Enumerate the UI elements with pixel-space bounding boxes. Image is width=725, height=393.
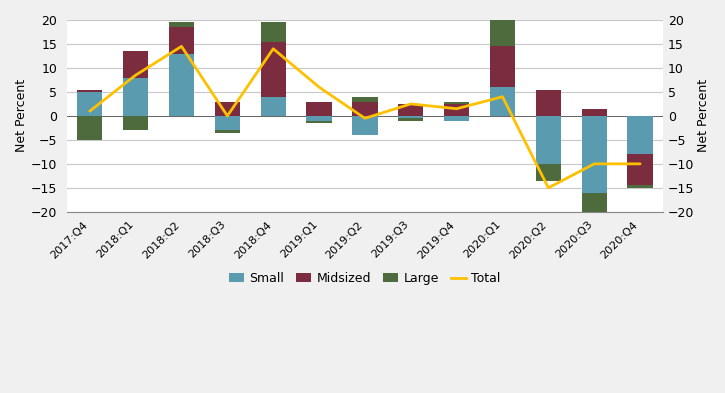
Bar: [490, 46, 515, 87]
Bar: [536, 90, 561, 116]
Bar: [627, 154, 652, 185]
Bar: [169, 27, 194, 53]
Bar: [490, 18, 515, 46]
Y-axis label: Net Percent: Net Percent: [15, 79, 28, 152]
Bar: [581, 193, 607, 212]
Bar: [260, 97, 286, 116]
Y-axis label: Net Percent: Net Percent: [697, 79, 710, 152]
Bar: [215, 101, 240, 116]
Bar: [444, 116, 469, 121]
Bar: [77, 90, 102, 92]
Bar: [307, 121, 331, 123]
Bar: [352, 101, 378, 116]
Bar: [169, 53, 194, 116]
Bar: [215, 130, 240, 133]
Bar: [123, 116, 149, 130]
Bar: [627, 185, 652, 188]
Bar: [307, 101, 331, 116]
Bar: [77, 116, 102, 140]
Bar: [536, 164, 561, 181]
Bar: [352, 97, 378, 101]
Legend: Small, Midsized, Large, Total: Small, Midsized, Large, Total: [224, 267, 506, 290]
Bar: [307, 116, 331, 121]
Bar: [123, 77, 149, 116]
Bar: [536, 116, 561, 164]
Bar: [581, 116, 607, 193]
Bar: [260, 22, 286, 42]
Bar: [444, 104, 469, 116]
Bar: [123, 51, 149, 77]
Bar: [581, 109, 607, 116]
Bar: [398, 104, 423, 116]
Bar: [215, 116, 240, 130]
Bar: [352, 116, 378, 135]
Bar: [490, 87, 515, 116]
Bar: [444, 101, 469, 104]
Bar: [398, 118, 423, 121]
Bar: [398, 116, 423, 118]
Bar: [169, 22, 194, 27]
Bar: [77, 92, 102, 116]
Bar: [260, 42, 286, 97]
Bar: [627, 116, 652, 154]
